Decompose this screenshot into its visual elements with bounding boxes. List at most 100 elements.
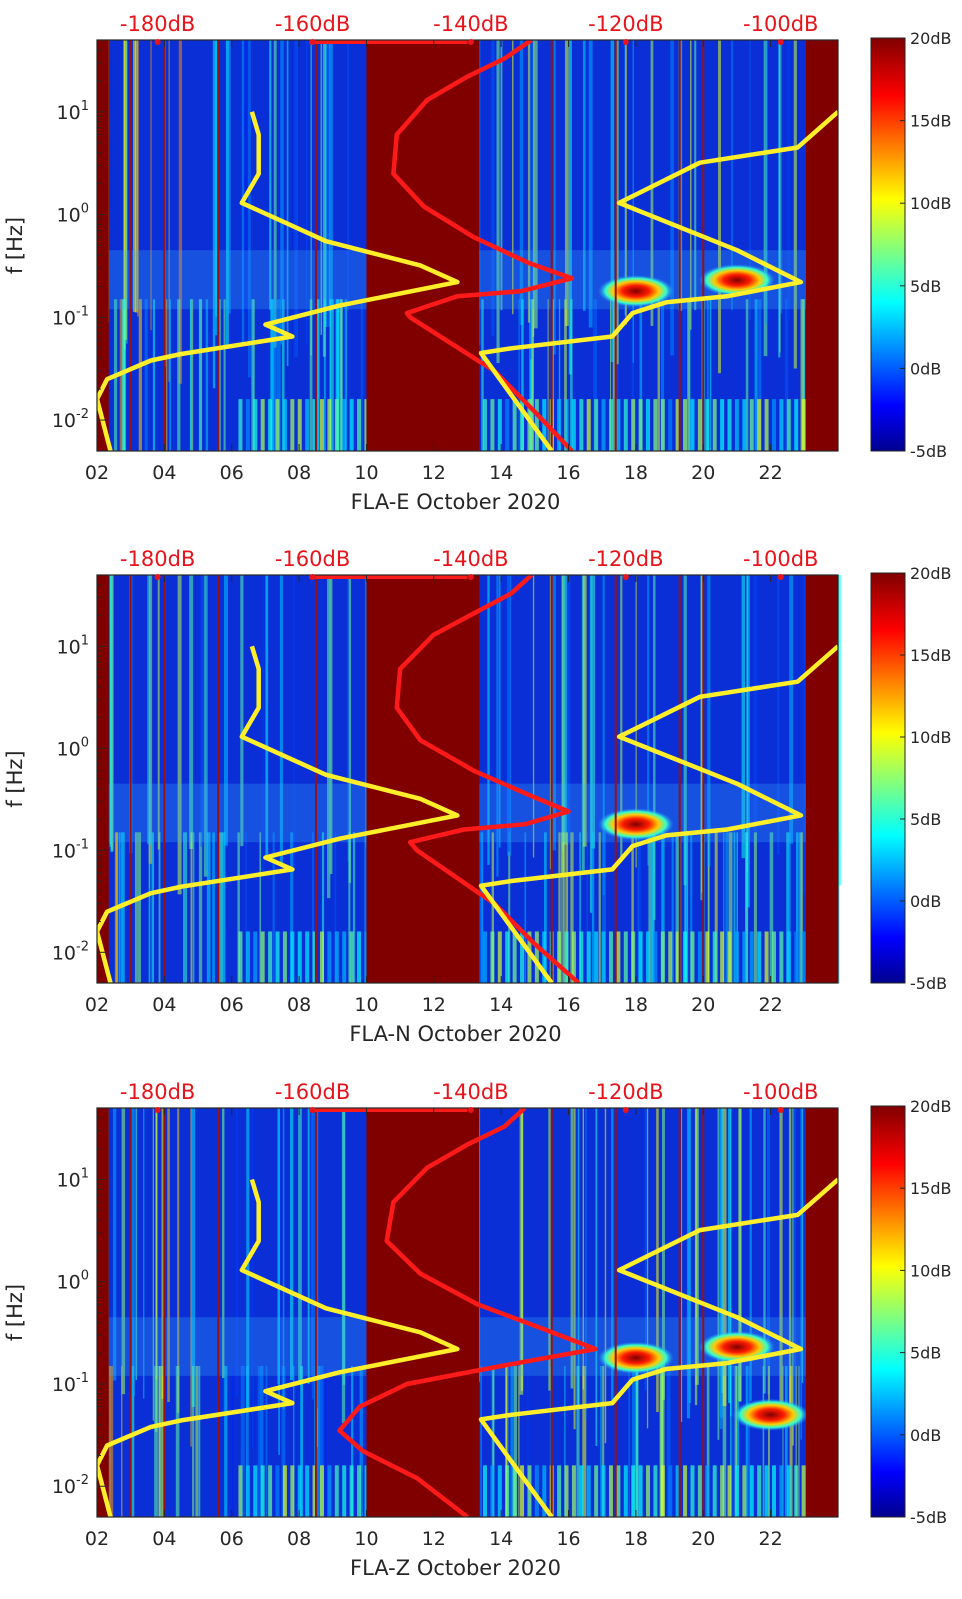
spectrogram-streak: [107, 1365, 111, 1517]
spectrogram-streak: [632, 40, 634, 363]
spectrogram-streak: [531, 299, 534, 451]
spectrogram-lowband-cell: [275, 931, 280, 983]
spectrogram-streak: [330, 299, 334, 451]
spectrogram-lowband-cell: [357, 399, 362, 451]
spectrogram-streak: [582, 40, 586, 311]
spectrogram-lowband-cell: [260, 931, 265, 983]
saturated-period: [97, 575, 109, 983]
spectrogram-streak: [329, 299, 331, 451]
y-tick-base: 10: [52, 410, 76, 432]
spectrogram-streak: [205, 299, 209, 451]
spectrogram-lowband-cell: [520, 1465, 525, 1517]
spectrogram-lowband-cell: [282, 399, 287, 451]
spectrogram-streak: [293, 575, 296, 869]
spectrogram-streak: [558, 832, 560, 983]
spectrogram-streak: [148, 575, 150, 889]
colorbar: [871, 1106, 905, 1517]
spectrogram-lowband-cell: [586, 931, 591, 983]
spectrogram-streak: [754, 299, 758, 451]
x-tick-label: 20: [691, 462, 715, 484]
spectrogram-lowband-cell: [675, 931, 680, 983]
red-spectrum-curve: [391, 40, 575, 451]
spectrogram-lowband-cell: [364, 1465, 369, 1517]
spectrogram-streak: [746, 1365, 751, 1517]
spectrogram-lowband-cell: [720, 931, 725, 983]
spectrogram-lowband-cell: [764, 1465, 769, 1517]
spectrogram-lowband-cell: [245, 931, 250, 983]
spectrogram-streak: [130, 1365, 135, 1517]
spectrogram-streak: [549, 575, 552, 870]
top-db-tick-label: -160dB: [275, 12, 350, 36]
spectrogram-streak: [558, 299, 561, 451]
spectrogram-streak: [717, 1108, 720, 1440]
saturated-period: [806, 1108, 838, 1517]
spectrogram-lowband-cell: [245, 399, 250, 451]
colorbar: [871, 573, 905, 983]
spectrogram-streak: [719, 1108, 724, 1418]
spectrogram-lowband-cell: [601, 931, 606, 983]
top-db-tick-label: -100dB: [743, 1080, 818, 1104]
spectrogram-lowband-cell: [268, 931, 273, 983]
spectrogram-lowband-cell: [601, 1465, 606, 1517]
spectrogram-streak: [178, 40, 183, 384]
spectrogram-streak: [520, 1108, 524, 1391]
spectrogram-streak: [306, 40, 308, 346]
spectrogram-lowband-cell: [342, 1465, 347, 1517]
spectrogram-streak: [212, 832, 216, 983]
spectrogram-lowband-cell: [779, 1465, 784, 1517]
spectrogram-streak: [688, 299, 691, 451]
yellow-model-curve-right: [478, 644, 838, 983]
spectrogram-streak: [631, 1365, 636, 1517]
spectrogram-lowband-cell: [690, 931, 695, 983]
spectrogram-streak: [316, 1365, 320, 1517]
spectrogram-streak: [568, 40, 572, 375]
spectrogram-streak: [800, 1108, 803, 1440]
spectrogram-streak: [273, 299, 277, 451]
colorbar-tick-label: 0dB: [910, 359, 941, 378]
spectrogram-lowband-cell: [771, 399, 776, 451]
spectrogram-lowband-cell: [357, 1465, 362, 1517]
top-db-tick-marker: [467, 574, 474, 580]
spectrogram-lowband-cell: [327, 931, 332, 983]
spectrogram-streak: [660, 299, 665, 451]
spectrogram-streak: [745, 299, 749, 451]
spectrogram-lowband-cell: [482, 1465, 487, 1517]
spectrogram-streak: [311, 1108, 316, 1400]
y-tick-base: 10: [52, 1374, 76, 1396]
spectrogram-streak: [646, 1108, 649, 1429]
spectrogram-streak: [257, 1365, 262, 1517]
spectrogram-streak: [749, 40, 751, 320]
spectrogram-streak: [226, 40, 231, 314]
spectrogram-streak: [602, 832, 607, 983]
spectrogram-lowband-cell: [623, 399, 628, 451]
y-tick-exponent: 0: [81, 735, 89, 750]
colorbar-tick-label: 15dB: [910, 646, 952, 665]
y-tick-base: 10: [57, 636, 81, 658]
spectrogram-streak: [241, 40, 245, 343]
spectrogram-lowband-cell: [579, 399, 584, 451]
spectrogram-streak: [709, 299, 712, 451]
spectrogram-lowband-cell: [638, 399, 643, 451]
spectrogram-streak: [272, 832, 275, 983]
hot-spot: [732, 1398, 809, 1431]
spectrogram-streak: [527, 40, 531, 323]
spectrogram-streak: [168, 40, 170, 382]
top-db-tick-label: -160dB: [275, 547, 350, 571]
saturated-period: [366, 575, 480, 983]
spectrogram-streak: [237, 832, 240, 983]
colorbar: [871, 38, 905, 451]
spectrogram-streak: [588, 40, 593, 328]
spectrogram-streak: [279, 575, 283, 866]
spectrogram-streak: [611, 1108, 614, 1402]
spectrogram-streak: [532, 575, 535, 858]
spectrogram-streak: [169, 299, 171, 451]
colorbar-tick-label: -5dB: [910, 974, 947, 993]
spectrogram-streak: [121, 1108, 126, 1395]
spectrogram-streak: [763, 1108, 766, 1394]
spectrogram-streak: [348, 832, 351, 983]
spectrogram-streak: [177, 1108, 180, 1413]
spectrogram-lowband-cell: [786, 931, 791, 983]
spectrogram-lowband-cell: [527, 399, 532, 451]
spectrogram-streak: [570, 299, 573, 451]
spectrogram-lowband-cell: [357, 931, 362, 983]
